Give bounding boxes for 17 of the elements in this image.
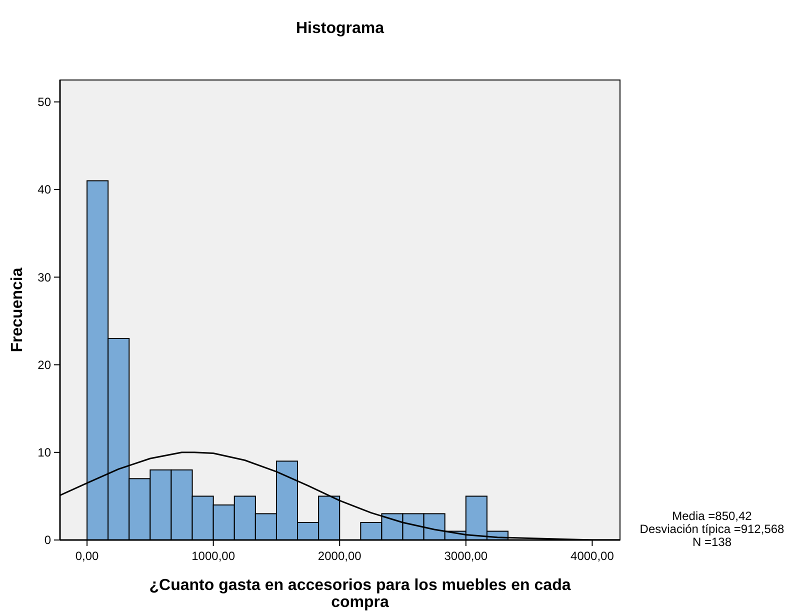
- y-tick-label: 0: [44, 533, 52, 548]
- x-tick-label: 2000,00: [318, 549, 362, 563]
- y-tick-label: 10: [38, 446, 52, 460]
- x-axis-title: ¿Cuanto gasta en accesorios para los muebles en cada compra: [149, 577, 571, 611]
- y-tick-label: 20: [38, 358, 52, 372]
- y-tick-label: 30: [38, 270, 52, 284]
- x-tick-label: 4000,00: [570, 549, 614, 563]
- y-tick-label: 50: [38, 95, 52, 110]
- x-tick-label: 3000,00: [444, 549, 488, 563]
- y-axis-title: Frecuencia: [9, 268, 26, 352]
- x-tick-label: 1000,00: [192, 549, 236, 563]
- chart-title: Histograma: [296, 20, 384, 37]
- text: Media =850,42: [672, 509, 752, 523]
- y-tick-label: 40: [38, 182, 52, 197]
- x-tick-label: 0,00: [75, 549, 100, 563]
- text: N =138: [692, 535, 732, 549]
- text: Desviación típica =912,568: [640, 522, 785, 536]
